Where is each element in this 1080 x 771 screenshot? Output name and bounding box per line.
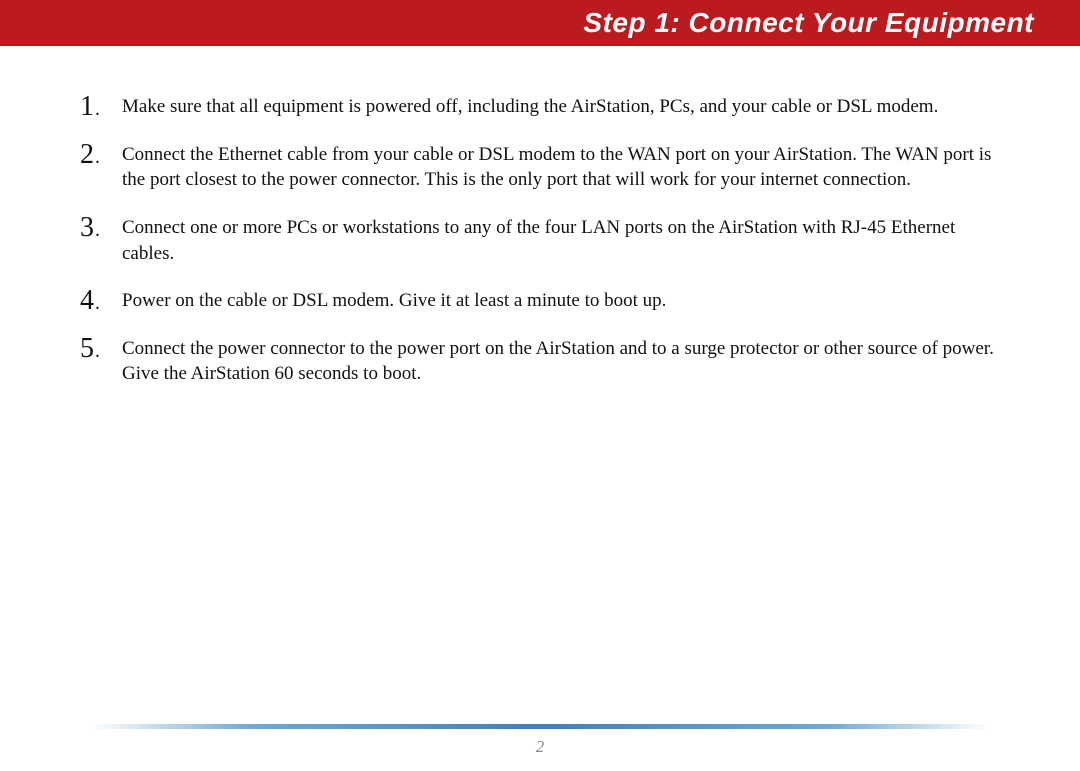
list-item: 4 Power on the cable or DSL modem. Give … <box>80 288 1000 314</box>
step-number: 3 <box>80 209 100 247</box>
footer-divider <box>90 724 990 729</box>
steps-list: 1 Make sure that all equipment is powere… <box>80 94 1000 387</box>
list-item: 1 Make sure that all equipment is powere… <box>80 94 1000 120</box>
step-number: 1 <box>80 88 100 126</box>
list-item: 5 Connect the power connector to the pow… <box>80 336 1000 387</box>
header-band: Step 1: Connect Your Equipment <box>0 0 1080 46</box>
step-text: Power on the cable or DSL modem. Give it… <box>122 290 666 311</box>
step-text: Connect one or more PCs or workstations … <box>122 217 955 264</box>
list-item: 2 Connect the Ethernet cable from your c… <box>80 142 1000 193</box>
step-text: Connect the Ethernet cable from your cab… <box>122 144 991 191</box>
step-number: 4 <box>80 282 100 320</box>
step-text: Make sure that all equipment is powered … <box>122 96 938 117</box>
step-number: 5 <box>80 330 100 368</box>
page-title: Step 1: Connect Your Equipment <box>583 7 1034 39</box>
list-item: 3 Connect one or more PCs or workstation… <box>80 215 1000 266</box>
page-number: 2 <box>0 737 1080 757</box>
content-area: 1 Make sure that all equipment is powere… <box>0 46 1080 387</box>
step-number: 2 <box>80 136 100 174</box>
step-text: Connect the power connector to the power… <box>122 338 994 385</box>
